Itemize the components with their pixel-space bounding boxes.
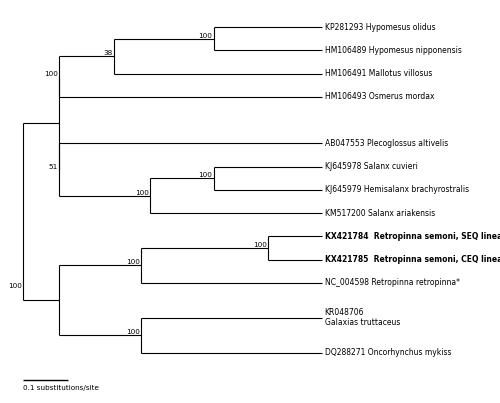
Text: HM106493 Osmerus mordax: HM106493 Osmerus mordax (324, 92, 434, 102)
Text: AB047553 Plecoglossus altivelis: AB047553 Plecoglossus altivelis (324, 139, 448, 148)
Text: KJ645978 Salanx cuvieri: KJ645978 Salanx cuvieri (324, 162, 418, 171)
Text: 100: 100 (135, 190, 148, 196)
Text: 100: 100 (8, 283, 22, 289)
Text: NC_004598 Retropinna retropinna*: NC_004598 Retropinna retropinna* (324, 278, 460, 287)
Text: KX421784  Retropinna semoni, SEQ lineage: KX421784 Retropinna semoni, SEQ lineage (324, 232, 500, 241)
Text: 100: 100 (126, 329, 140, 335)
Text: KX421785  Retropinna semoni, CEQ lineage: KX421785 Retropinna semoni, CEQ lineage (324, 255, 500, 264)
Text: KP281293 Hypomesus olidus: KP281293 Hypomesus olidus (324, 23, 435, 32)
Text: KM517200 Salanx ariakensis: KM517200 Salanx ariakensis (324, 209, 435, 218)
Text: DQ288271 Oncorhynchus mykiss: DQ288271 Oncorhynchus mykiss (324, 348, 451, 357)
Text: 100: 100 (198, 33, 212, 39)
Text: 51: 51 (49, 164, 58, 170)
Text: 100: 100 (252, 242, 266, 248)
Text: 38: 38 (103, 50, 113, 56)
Text: 0.1 substitutions/site: 0.1 substitutions/site (23, 385, 99, 391)
Text: 100: 100 (44, 71, 58, 77)
Text: KR048706
Galaxias truttaceus: KR048706 Galaxias truttaceus (324, 308, 400, 327)
Text: 100: 100 (126, 260, 140, 266)
Text: HM106491 Mallotus villosus: HM106491 Mallotus villosus (324, 69, 432, 78)
Text: 100: 100 (198, 172, 212, 178)
Text: KJ645979 Hemisalanx brachyrostralis: KJ645979 Hemisalanx brachyrostralis (324, 185, 468, 194)
Text: HM106489 Hypomesus nipponensis: HM106489 Hypomesus nipponensis (324, 46, 462, 55)
